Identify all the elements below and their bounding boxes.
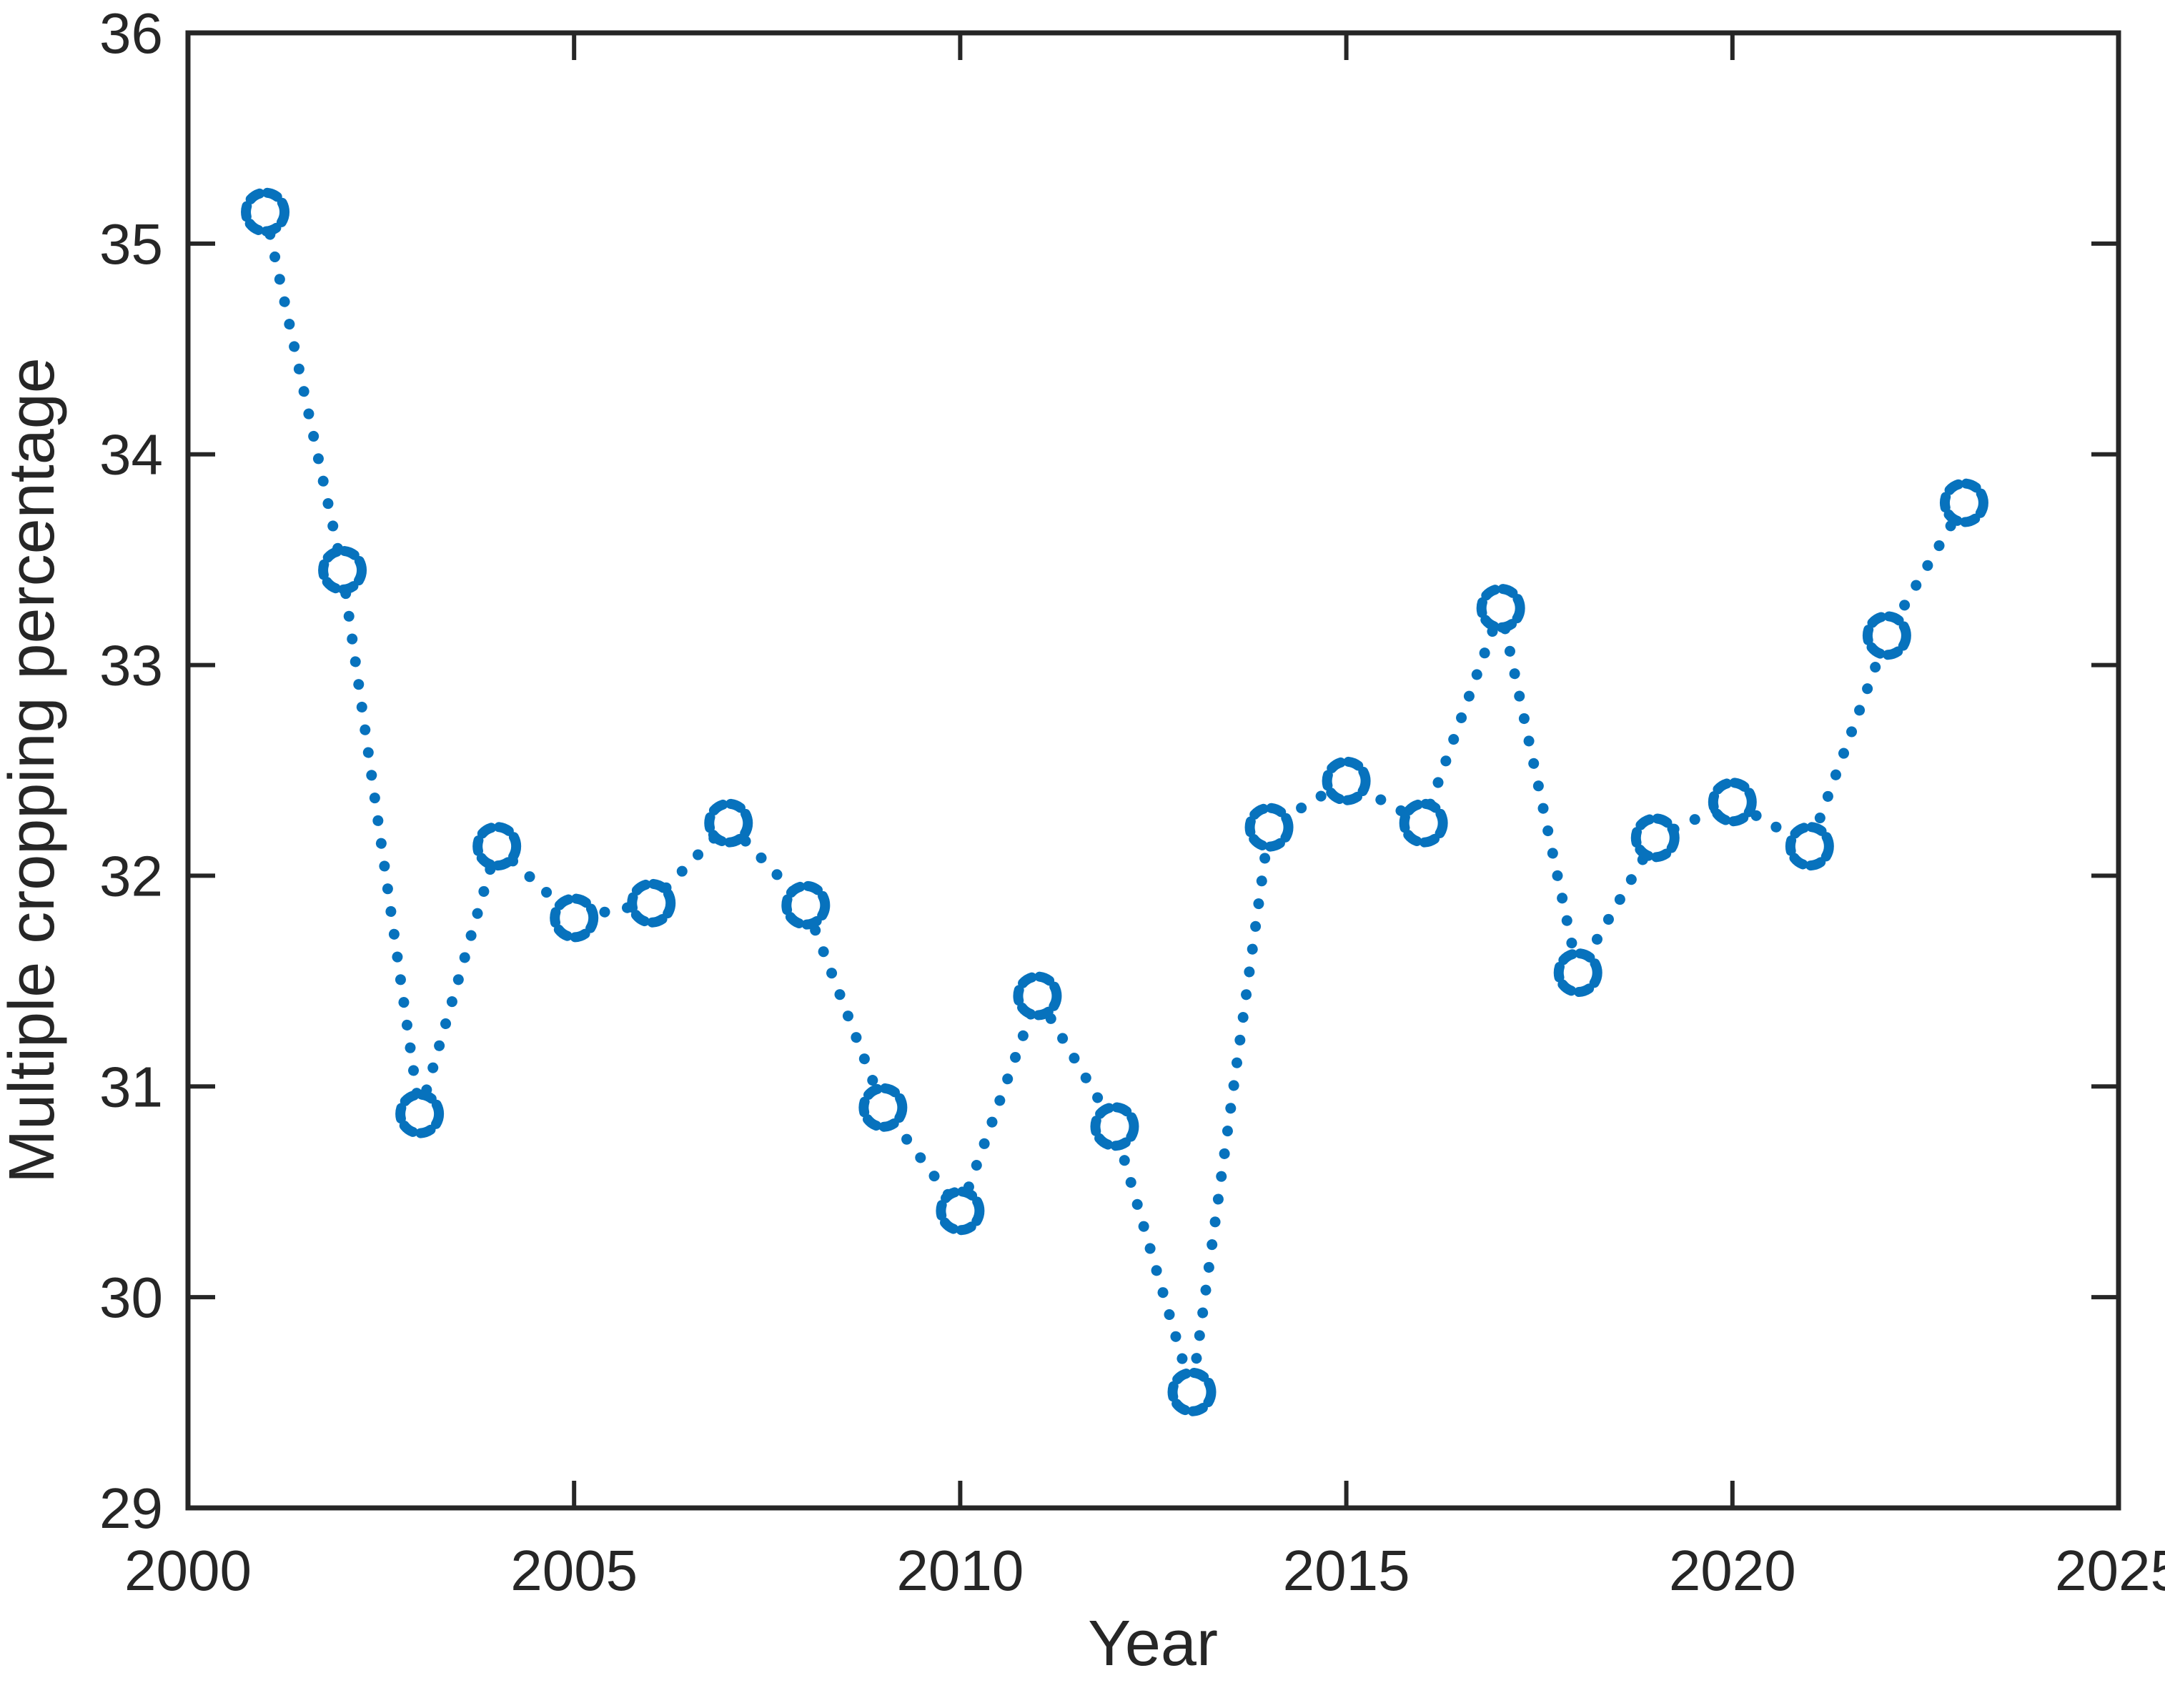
data-point-marker-2003 — [395, 1089, 445, 1138]
data-point-marker-2013 — [1167, 1367, 1217, 1416]
data-point-marker-2020 — [1708, 778, 1757, 827]
data-point-marker-2015 — [1322, 756, 1371, 805]
data-point-marker-2009 — [858, 1083, 908, 1132]
data-point-marker-2018 — [1553, 948, 1602, 998]
data-point-marker-2012 — [1090, 1102, 1139, 1151]
y-axis-label: Multiple cropping percentage — [0, 357, 68, 1183]
data-point-marker-2006 — [627, 878, 676, 928]
y-tick-label: 33 — [99, 634, 163, 697]
data-point-marker-2005 — [550, 893, 599, 943]
y-tick-label: 30 — [99, 1266, 163, 1329]
data-point-marker-2008 — [781, 880, 831, 930]
data-line — [259, 207, 1970, 1394]
data-point-marker-2002 — [318, 545, 367, 595]
plot-frame — [185, 30, 2121, 1511]
y-tick-label: 29 — [99, 1476, 163, 1540]
data-point-marker-2021 — [1785, 822, 1834, 871]
data-point-marker-2014 — [1244, 803, 1294, 852]
data-point-marker-2023 — [1939, 478, 1988, 527]
data-point-marker-2007 — [704, 798, 753, 848]
data-point-marker-2022 — [1862, 611, 1911, 660]
data-point-marker-2004 — [472, 822, 522, 871]
y-tick-label: 32 — [99, 844, 163, 908]
y-tick-label: 36 — [99, 1, 163, 65]
x-axis-label: Year — [1088, 1608, 1218, 1679]
y-tick-label: 34 — [99, 423, 163, 487]
data-point-marker-2016 — [1399, 798, 1448, 848]
data-point-marker-2011 — [1013, 971, 1062, 1021]
y-tick-label: 35 — [99, 212, 163, 276]
x-tick-label: 2010 — [896, 1539, 1024, 1602]
data-point-marker-2001 — [241, 187, 290, 237]
x-tick-label: 2015 — [1283, 1539, 1410, 1602]
x-tick-label: 2000 — [124, 1539, 252, 1602]
y-tick-label: 31 — [99, 1055, 163, 1118]
x-tick-label: 2020 — [1669, 1539, 1796, 1602]
data-point-marker-2019 — [1630, 813, 1680, 863]
data-point-marker-2010 — [936, 1186, 985, 1236]
x-tick-label: 2005 — [510, 1539, 638, 1602]
x-tick-label: 2025 — [2055, 1539, 2165, 1602]
data-point-marker-2017 — [1476, 583, 1525, 632]
